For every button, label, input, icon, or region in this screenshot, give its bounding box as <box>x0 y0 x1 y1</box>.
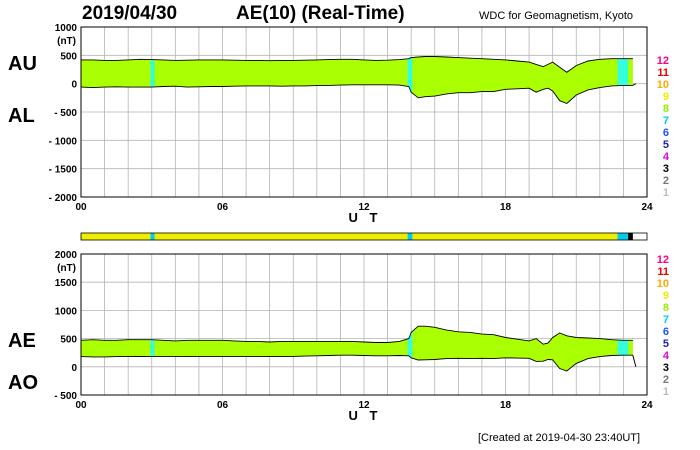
x-tick-label: 06 <box>217 400 229 411</box>
legend-level-2: 2 <box>663 175 669 187</box>
status-bar-frame <box>80 232 648 241</box>
y-tick-label: - 500 <box>54 391 77 402</box>
al-line <box>80 84 633 105</box>
highlight-strip <box>407 56 413 104</box>
ae-ao-xlabel: U T <box>349 408 382 423</box>
legend-level-11: 11 <box>657 266 669 278</box>
ae-label: AE <box>8 330 36 352</box>
y-tick-label: 0 <box>71 363 77 374</box>
x-tick-label: 06 <box>217 202 229 213</box>
au-label: AU <box>8 53 37 75</box>
y-tick-label: - 500 <box>54 108 77 119</box>
y-tick-label: 0 <box>71 80 77 91</box>
y-tick-label: 1500 <box>55 278 78 289</box>
legend-level-8: 8 <box>663 103 669 115</box>
x-tick-label: 24 <box>641 202 653 213</box>
au-al-panel: AU AL (nT) U T 1000 500 0 - 500 - 1000 - 1500… <box>8 23 653 225</box>
y-tick-label: - 1500 <box>49 165 78 176</box>
y-tick-label: - 1000 <box>49 136 78 147</box>
y-tick-label: 2000 <box>55 250 78 261</box>
quality-status-bar <box>80 232 648 241</box>
legend-level-11: 11 <box>657 67 669 79</box>
status-segment <box>617 233 629 240</box>
legend-level-4: 4 <box>663 350 670 362</box>
legend-level-1: 1 <box>663 386 669 398</box>
highlight-strip <box>407 326 413 371</box>
x-tick-label: 00 <box>75 202 87 213</box>
legend-level-4: 4 <box>663 151 670 163</box>
status-segment <box>81 233 629 240</box>
y-tick-label: - 2000 <box>49 193 78 204</box>
legend-level-7: 7 <box>663 314 669 326</box>
legend-level-1: 1 <box>663 187 669 199</box>
y-tick-label: 500 <box>60 335 77 346</box>
highlight-strip <box>150 56 155 104</box>
x-tick-label: 12 <box>358 400 370 411</box>
highlight-strip <box>150 326 155 371</box>
x-tick-label: 24 <box>641 400 653 411</box>
legend-level-12: 12 <box>657 254 669 266</box>
legend-level-10: 10 <box>657 79 669 91</box>
legend-level-6: 6 <box>663 127 669 139</box>
y-tick-label: 1000 <box>55 306 78 317</box>
au-al-xlabel: U T <box>349 210 382 225</box>
au-line <box>81 56 633 73</box>
area-band <box>81 326 633 371</box>
end-drop-line <box>632 355 637 367</box>
x-tick-label: 12 <box>358 202 370 213</box>
legend-level-9: 9 <box>663 91 669 103</box>
institution-label: WDC for Geomagnetism, Kyoto <box>479 10 634 22</box>
legend-level-5: 5 <box>663 338 669 350</box>
legend-level-6: 6 <box>663 326 669 338</box>
ae-line <box>80 325 633 345</box>
plot-frame <box>80 253 648 396</box>
legend-level-8: 8 <box>663 302 669 314</box>
legend-level-7: 7 <box>663 115 669 127</box>
x-tick-label: 18 <box>500 202 512 213</box>
end-drop-line <box>632 83 637 86</box>
y-tick-label: 500 <box>60 51 77 62</box>
legend-level-3: 3 <box>663 163 669 175</box>
plot-date: 2019/04/30 <box>82 3 178 24</box>
legend-level-9: 9 <box>663 290 669 302</box>
legend-level-12: 12 <box>657 55 669 67</box>
legend-level-2: 2 <box>663 374 669 386</box>
highlight-strip <box>617 326 629 371</box>
status-segment <box>628 233 633 240</box>
status-segment <box>150 233 155 240</box>
plot-title: AE(10) (Real-Time) <box>236 3 405 24</box>
area-band <box>81 56 633 104</box>
au-al-unit: (nT) <box>57 36 76 47</box>
ao-label: AO <box>8 372 38 394</box>
created-timestamp: [Created at 2019-04-30 23:40UT] <box>478 432 641 444</box>
y-tick-label: 1000 <box>55 23 78 34</box>
x-tick-label: 00 <box>75 400 87 411</box>
legend-level-5: 5 <box>663 139 669 151</box>
legend-level-3: 3 <box>663 362 669 374</box>
ae-ao-unit: (nT) <box>57 263 76 274</box>
status-segment <box>407 233 413 240</box>
al-label: AL <box>8 105 35 127</box>
legend-level-10: 10 <box>657 278 669 290</box>
plot-frame <box>80 26 648 198</box>
x-tick-label: 18 <box>500 400 512 411</box>
ao-line <box>80 354 633 372</box>
highlight-strip <box>617 56 629 104</box>
